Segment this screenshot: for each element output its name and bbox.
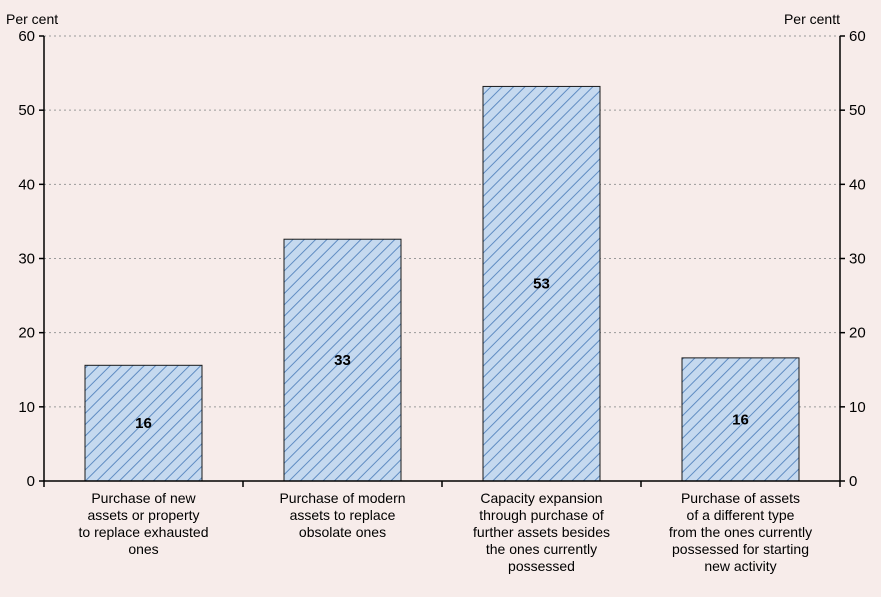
x-category-label-line: further assets besides [473, 524, 610, 540]
y-tick-label-right: 50 [849, 102, 866, 119]
bar [84, 364, 203, 482]
unit-label-right: Per centt [784, 11, 840, 27]
y-tick-label-left: 0 [27, 473, 35, 490]
bars [84, 85, 800, 482]
x-category-label-line: obsolate ones [299, 524, 386, 540]
y-tick-label-left: 50 [18, 102, 35, 119]
y-tick-label-left: 60 [18, 28, 35, 45]
bar [681, 357, 800, 482]
y-tick-label-right: 20 [849, 325, 866, 342]
y-tick-label-right: 60 [849, 28, 866, 45]
bar [482, 85, 601, 482]
y-tick-label-left: 20 [18, 325, 35, 342]
x-category-label: Purchase of modern assets to replace obsol… [279, 490, 405, 540]
x-category-label-line: Purchase of modern [279, 490, 405, 506]
x-category-label-line: from the ones currently [669, 524, 812, 540]
x-category-label-line: possessed [508, 558, 575, 574]
y-tick-label-left: 10 [18, 399, 35, 416]
y-tick-label-right: 30 [849, 251, 866, 268]
bar-value-label: 53 [533, 276, 550, 293]
y-tick-label-right: 10 [849, 399, 866, 416]
x-category-label-line: assets or property [87, 507, 199, 523]
y-tick-label-left: 30 [18, 251, 35, 268]
x-category-label: Capacity expansion through purchase of fur… [473, 490, 610, 574]
gridlines [44, 35, 840, 408]
x-category-label-line: through purchase of [479, 507, 604, 523]
unit-label-left: Per cent [6, 11, 58, 27]
x-category-label: Purchase of assets of a different type fro… [669, 490, 812, 574]
bar-value-label: 33 [334, 352, 351, 369]
x-category-label-line: of a different type [687, 507, 795, 523]
bar [283, 238, 402, 482]
x-category-label-line: new activity [704, 558, 776, 574]
axes [39, 35, 845, 487]
y-tick-label-right: 40 [849, 176, 866, 193]
x-category-label-line: Purchase of new [91, 490, 196, 506]
x-category-label-line: to replace exhausted [79, 524, 209, 540]
x-category-label-line: Capacity expansion [480, 490, 602, 506]
x-category-label-line: assets to replace [290, 507, 396, 523]
bar-value-label: 16 [732, 411, 749, 428]
x-category-label-line: Purchase of assets [681, 490, 800, 506]
x-category-label-line: ones [128, 541, 158, 557]
y-tick-label-left: 40 [18, 176, 35, 193]
x-category-label-line: the ones currently [486, 541, 597, 557]
x-category-label: Purchase of new assets or property to repl… [79, 490, 209, 557]
y-tick-label-right: 0 [849, 473, 857, 490]
x-category-label-line: possessed for starting [672, 541, 809, 557]
bar-value-label: 16 [135, 415, 152, 432]
